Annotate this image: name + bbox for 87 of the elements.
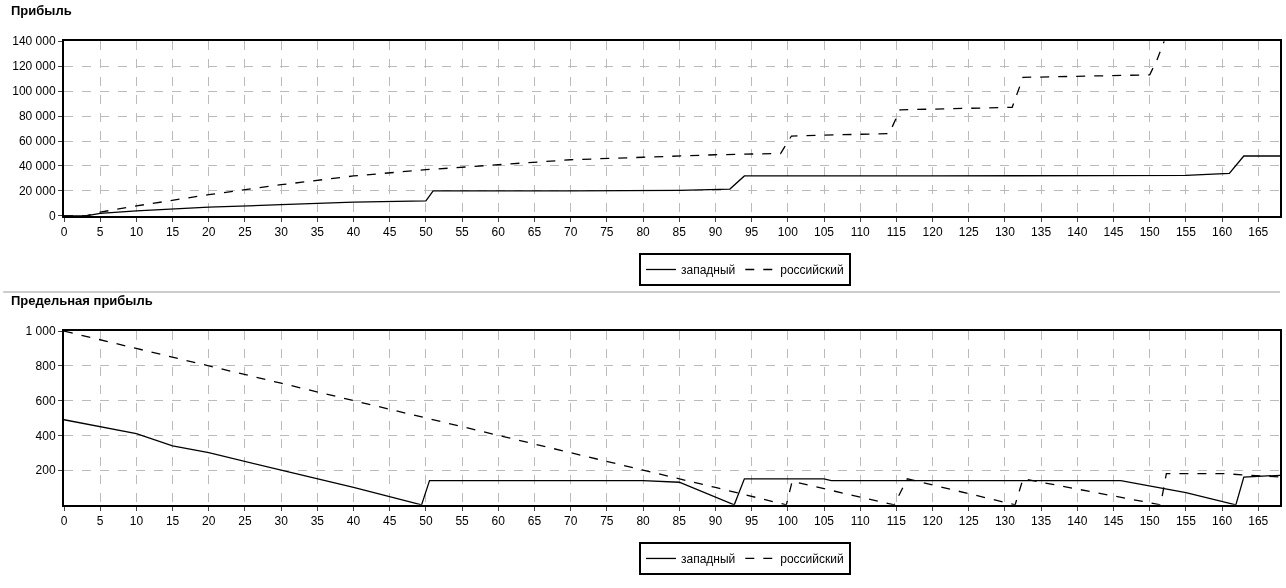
y-tick-label: 400 [35, 428, 56, 443]
x-tick-label: 120 [922, 225, 943, 240]
x-tick-label: 70 [563, 225, 578, 240]
y-tick-label: 200 [35, 463, 56, 478]
x-tick-label: 150 [1139, 514, 1161, 529]
x-tick-label: 165 [1248, 514, 1269, 529]
x-tick-label: 160 [1212, 514, 1233, 529]
x-tick-label: 100 [777, 514, 799, 529]
legend-label: западный [680, 552, 736, 567]
x-tick-label: 125 [958, 225, 980, 240]
x-tick-label: 60 [491, 225, 506, 240]
y-tick-label: 0 [48, 209, 56, 224]
x-tick-label: 15 [165, 225, 180, 240]
x-tick-label: 95 [744, 514, 759, 529]
x-tick-label: 50 [419, 514, 433, 529]
y-tick-label: 100 000 [12, 84, 56, 99]
x-tick-label: 50 [419, 225, 433, 240]
y-tick-label: 40 000 [18, 159, 56, 174]
x-tick-label: 160 [1212, 225, 1233, 240]
x-tick-label: 30 [274, 514, 289, 529]
x-tick-label: 85 [672, 225, 687, 240]
x-tick-label: 115 [886, 514, 907, 529]
y-tick-label: 20 000 [18, 184, 56, 199]
legend-label: российский [780, 263, 844, 278]
x-tick-label: 10 [129, 225, 144, 240]
y-tick-label: 600 [35, 393, 56, 408]
x-tick-label: 0 [60, 514, 68, 529]
x-tick-label: 35 [310, 514, 325, 529]
x-tick-label: 135 [1031, 225, 1052, 240]
x-tick-label: 45 [383, 225, 397, 240]
x-tick-label: 145 [1103, 514, 1124, 529]
x-tick-label: 110 [850, 225, 871, 240]
y-tick-label: 800 [35, 359, 56, 374]
x-tick-label: 20 [202, 514, 216, 529]
x-tick-label: 135 [1031, 514, 1052, 529]
x-tick-label: 5 [96, 225, 104, 240]
x-tick-label: 75 [600, 514, 614, 529]
x-tick-label: 70 [563, 514, 578, 529]
x-tick-label: 80 [636, 225, 651, 240]
y-tick-label: 60 000 [18, 134, 56, 149]
y-tick-label: 140 000 [12, 34, 56, 49]
chart-title: Предельная прибыль [11, 293, 153, 308]
x-tick-label: 75 [600, 225, 614, 240]
x-tick-label: 25 [238, 514, 252, 529]
x-tick-label: 140 [1067, 514, 1088, 529]
x-tick-label: 115 [886, 225, 907, 240]
x-tick-label: 0 [60, 225, 68, 240]
x-tick-label: 45 [383, 514, 397, 529]
x-tick-label: 10 [129, 514, 144, 529]
x-tick-label: 25 [238, 225, 252, 240]
x-tick-label: 125 [958, 514, 980, 529]
x-tick-label: 55 [455, 514, 470, 529]
x-tick-label: 90 [708, 225, 723, 240]
x-tick-label: 55 [455, 225, 470, 240]
legend-label: российский [780, 552, 844, 567]
x-tick-label: 65 [527, 225, 542, 240]
x-tick-label: 30 [274, 225, 289, 240]
x-tick-label: 60 [491, 514, 506, 529]
x-tick-label: 20 [202, 225, 216, 240]
legend-label: западный [680, 263, 736, 278]
x-tick-label: 5 [96, 514, 104, 529]
x-tick-label: 105 [813, 514, 835, 529]
x-tick-label: 105 [813, 225, 835, 240]
chart-title: Прибыль [11, 3, 72, 18]
x-tick-label: 140 [1067, 225, 1088, 240]
y-tick-label: 80 000 [18, 109, 56, 124]
x-tick-label: 145 [1103, 225, 1124, 240]
x-tick-label: 40 [346, 514, 361, 529]
x-tick-label: 130 [994, 514, 1016, 529]
x-tick-label: 95 [744, 225, 759, 240]
x-tick-label: 80 [636, 514, 651, 529]
x-tick-label: 65 [527, 514, 542, 529]
x-tick-label: 85 [672, 514, 687, 529]
x-tick-label: 110 [850, 514, 871, 529]
x-tick-label: 90 [708, 514, 723, 529]
x-tick-label: 155 [1175, 514, 1197, 529]
x-tick-label: 150 [1139, 225, 1161, 240]
x-tick-label: 165 [1248, 225, 1269, 240]
x-tick-label: 155 [1175, 225, 1197, 240]
x-tick-label: 35 [310, 225, 325, 240]
x-tick-label: 120 [922, 514, 943, 529]
x-tick-label: 130 [994, 225, 1016, 240]
x-tick-label: 15 [165, 514, 180, 529]
y-tick-label: 120 000 [12, 59, 56, 74]
x-tick-label: 40 [346, 225, 361, 240]
y-tick-label: 1 000 [25, 324, 56, 339]
x-tick-label: 100 [777, 225, 799, 240]
